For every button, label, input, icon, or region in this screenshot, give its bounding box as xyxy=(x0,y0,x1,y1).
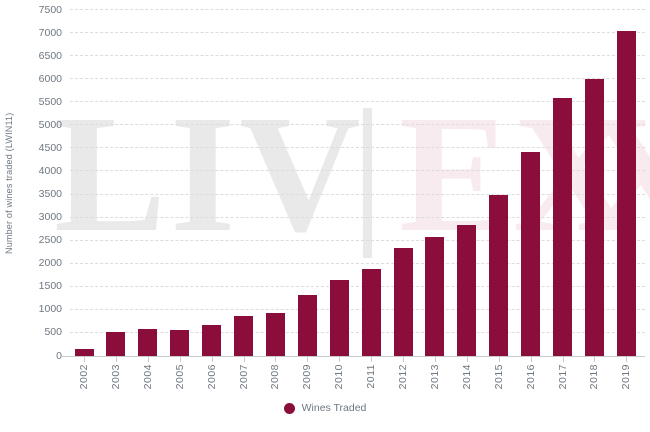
y-tick-label-0: 0 xyxy=(56,349,62,362)
legend-label: Wines Traded xyxy=(301,402,367,414)
gridline-2500 xyxy=(70,239,645,241)
x-tick-2013 xyxy=(434,356,436,362)
y-tick-label-500: 500 xyxy=(44,326,62,339)
y-tick-label-1000: 1000 xyxy=(38,303,62,316)
bar-2004[interactable] xyxy=(138,329,158,356)
x-tick-label-2019: 2019 xyxy=(620,364,633,390)
x-tick-2019 xyxy=(626,356,628,362)
y-tick-label-5500: 5500 xyxy=(38,95,62,108)
x-tick-2014 xyxy=(466,356,468,362)
y-tick-label-3500: 3500 xyxy=(38,188,62,201)
bar-2017[interactable] xyxy=(553,97,572,356)
bar-2012[interactable] xyxy=(393,248,413,356)
gridline-6500 xyxy=(70,55,645,57)
bar-2005[interactable] xyxy=(170,330,190,356)
x-tick-2018 xyxy=(594,356,596,362)
gridline-3000 xyxy=(70,216,645,218)
bar-2008[interactable] xyxy=(265,312,285,356)
x-tick-label-2008: 2008 xyxy=(269,364,282,390)
x-tick-label-2004: 2004 xyxy=(141,364,154,390)
y-tick-label-3000: 3000 xyxy=(38,211,62,224)
x-tick-label-2007: 2007 xyxy=(237,364,250,390)
x-tick-label-2014: 2014 xyxy=(460,364,473,390)
legend-item-wines-traded[interactable]: Wines Traded xyxy=(283,402,367,414)
bar-2016[interactable] xyxy=(521,152,541,356)
x-tick-label-2009: 2009 xyxy=(301,364,314,390)
y-tick-label-2500: 2500 xyxy=(38,234,62,247)
x-tick-label-2015: 2015 xyxy=(492,364,505,390)
bar-2003[interactable] xyxy=(106,331,126,356)
gridline-1500 xyxy=(70,285,645,287)
y-axis-labels: 0 500 1000 1500 2000 2500 3000 3500 4000 4500 5000… xyxy=(0,4,62,362)
gridline-7500 xyxy=(70,9,645,10)
y-tick-label-1500: 1500 xyxy=(38,280,62,293)
x-tick-2011 xyxy=(371,356,373,362)
bar-2014[interactable] xyxy=(457,224,477,356)
gridline-1000 xyxy=(70,308,645,310)
bar-2011[interactable] xyxy=(361,268,381,356)
legend: Wines Traded xyxy=(0,402,650,414)
bar-2015[interactable] xyxy=(489,195,509,356)
x-tick-2016 xyxy=(530,356,532,362)
watermark-liv-text: LIV xyxy=(54,81,365,267)
y-tick-label-6000: 6000 xyxy=(38,72,62,85)
x-tick-2008 xyxy=(275,356,277,362)
gridline-4000 xyxy=(70,170,645,172)
x-tick-label-2002: 2002 xyxy=(78,364,90,390)
gridline-3500 xyxy=(70,193,645,195)
y-tick-label-7000: 7000 xyxy=(38,26,62,39)
bar-2007[interactable] xyxy=(234,316,253,356)
bar-2010[interactable] xyxy=(329,279,349,356)
y-tick-label-4000: 4000 xyxy=(38,164,62,177)
gridline-2000 xyxy=(70,262,645,264)
y-tick-label-5000: 5000 xyxy=(38,118,62,131)
x-tick-2010 xyxy=(339,356,341,362)
legend-marker-icon xyxy=(283,402,295,414)
x-tick-2006 xyxy=(211,356,213,362)
x-tick-label-2018: 2018 xyxy=(588,364,601,390)
y-tick-label-4500: 4500 xyxy=(38,141,62,154)
y-tick-label-2000: 2000 xyxy=(38,257,62,270)
x-tick-label-2005: 2005 xyxy=(173,364,186,390)
x-tick-2007 xyxy=(243,356,245,362)
x-tick-2017 xyxy=(562,356,564,362)
x-tick-2003 xyxy=(115,356,117,362)
x-tick-label-2013: 2013 xyxy=(428,364,441,390)
gridline-500 xyxy=(70,331,645,333)
x-tick-label-2010: 2010 xyxy=(333,364,346,390)
y-tick-label-6500: 6500 xyxy=(38,49,62,62)
gridline-5000 xyxy=(70,124,645,126)
gridline-5500 xyxy=(70,101,645,103)
x-tick-2004 xyxy=(147,356,149,362)
bar-2013[interactable] xyxy=(425,237,445,356)
x-tick-2015 xyxy=(498,356,500,362)
x-tick-label-2011: 2011 xyxy=(365,364,378,389)
x-tick-label-2012: 2012 xyxy=(397,364,409,390)
plot-area: 2002 2003 2004 2005 2006 2007 2008 2009 2010 2011… xyxy=(62,9,645,389)
watermark-divider xyxy=(363,108,372,258)
bar-2009[interactable] xyxy=(297,294,317,356)
gridline-7000 xyxy=(70,32,645,34)
x-tick-label-2016: 2016 xyxy=(524,364,537,390)
x-axis-line xyxy=(62,356,645,357)
gridline-4500 xyxy=(70,147,645,149)
bar-2002[interactable] xyxy=(74,349,94,356)
bar-2006[interactable] xyxy=(202,324,222,356)
x-tick-2005 xyxy=(179,356,181,362)
y-tick-label-7500: 7500 xyxy=(38,3,62,16)
gridline-6000 xyxy=(70,78,645,80)
x-tick-label-2003: 2003 xyxy=(109,364,122,390)
bar-2018[interactable] xyxy=(584,79,604,356)
x-tick-2002 xyxy=(84,356,85,362)
x-tick-label-2017: 2017 xyxy=(556,364,569,390)
x-tick-2009 xyxy=(307,356,309,362)
x-tick-label-2006: 2006 xyxy=(205,364,218,390)
x-tick-2012 xyxy=(403,356,404,362)
bar-2019[interactable] xyxy=(616,31,636,356)
